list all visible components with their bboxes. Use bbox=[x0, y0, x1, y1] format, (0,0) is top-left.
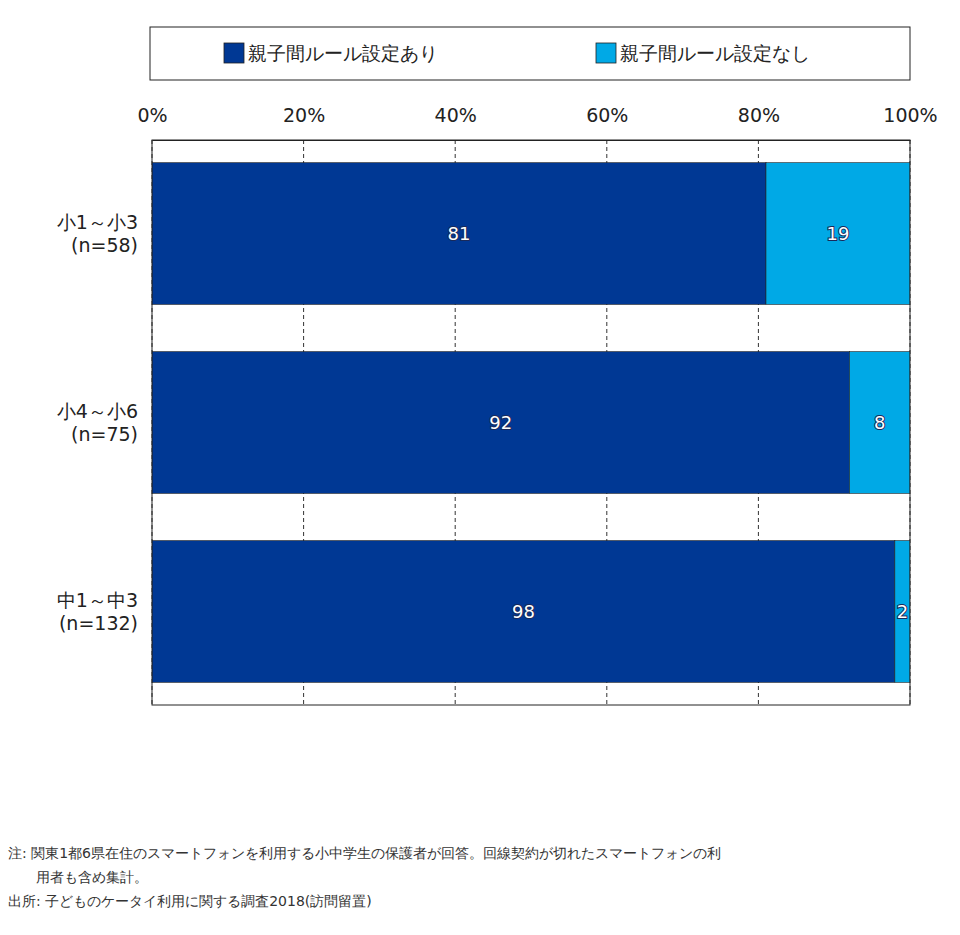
legend: 親子間ルール設定あり 親子間ルール設定なし bbox=[150, 27, 910, 80]
bar bbox=[152, 541, 895, 683]
category-label: 小4～小6(n=75) bbox=[57, 400, 138, 445]
legend-box bbox=[150, 27, 910, 80]
axis-line bbox=[153, 140, 911, 141]
tick-label: 100% bbox=[883, 104, 937, 126]
data-label: 19 bbox=[827, 223, 850, 244]
data-label: 8 bbox=[874, 412, 885, 433]
legend-swatch bbox=[224, 43, 244, 63]
tick-label: 0% bbox=[137, 104, 167, 126]
legend-swatch bbox=[596, 43, 616, 63]
category-label: 中1～中3(n=132) bbox=[57, 589, 138, 634]
tick: 0% bbox=[137, 104, 167, 140]
annotations: 注: 関東1都6県在住のスマートフォンを利用する小中学生の保護者が回答。回線契約… bbox=[8, 845, 721, 909]
bar bbox=[849, 352, 910, 494]
data-label: 81 bbox=[448, 223, 471, 244]
tick: 100% bbox=[883, 104, 937, 140]
tick: 40% bbox=[435, 104, 477, 140]
tick: 80% bbox=[738, 104, 780, 140]
data-label: 2 bbox=[897, 601, 908, 622]
x-axis: 0% 20% 40% 60% 80% 100% bbox=[137, 104, 937, 141]
legend-label: 親子間ルール設定あり bbox=[248, 42, 438, 64]
bar bbox=[152, 352, 849, 494]
tick-label: 80% bbox=[738, 104, 780, 126]
tick-label: 40% bbox=[435, 104, 477, 126]
tick-label: 60% bbox=[586, 104, 628, 126]
tick-label: 20% bbox=[283, 104, 325, 126]
grid bbox=[152, 140, 910, 705]
bar bbox=[766, 163, 910, 305]
annotation: 注: 関東1都6県在住のスマートフォンを利用する小中学生の保護者が回答。回線契約… bbox=[8, 845, 721, 885]
chart: 81199289820%20%40%60%80%100%小1～小3(n=58)小… bbox=[0, 0, 960, 935]
annotation: 出所: 子どものケータイ利用に関する調査2018(訪問留置) bbox=[8, 893, 372, 909]
bars bbox=[152, 163, 910, 683]
legend-label: 親子間ルール設定なし bbox=[620, 42, 810, 64]
tick: 60% bbox=[586, 104, 628, 140]
plot-frame bbox=[152, 140, 910, 705]
data-label: 92 bbox=[489, 412, 512, 433]
category-label: 小1～小3(n=58) bbox=[57, 211, 138, 256]
y-axis: 小1～小3(n=58) 小4～小6(n=75) 中1～中3(n=132) bbox=[57, 211, 138, 634]
bar bbox=[152, 163, 766, 305]
data-labels: 81 19 92 8 98 2 bbox=[448, 223, 909, 622]
bar bbox=[895, 541, 910, 683]
tick: 20% bbox=[283, 104, 325, 140]
data-label: 98 bbox=[512, 601, 535, 622]
